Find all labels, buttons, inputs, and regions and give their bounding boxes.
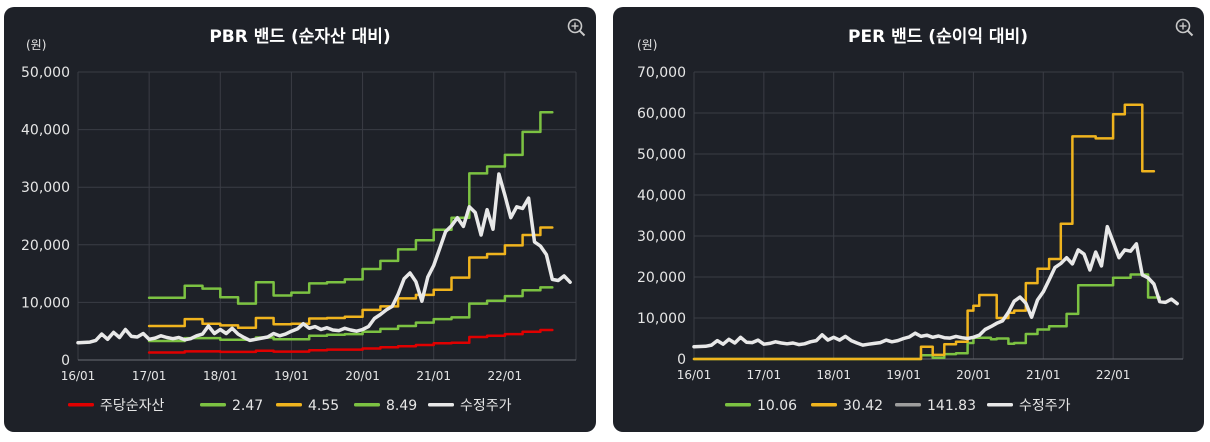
x-tick-label: 21/01 [1026,368,1061,382]
x-tick-label: 16/01 [677,368,712,382]
zoom-in-icon[interactable] [1175,18,1194,37]
x-tick-label: 19/01 [886,368,921,382]
legend-swatch [428,403,454,407]
y-tick-label: 50,000 [637,147,686,163]
legend-swatch [987,403,1013,407]
series-line-4.55 [147,226,554,329]
x-tick-label: 20/01 [345,369,380,383]
x-tick-label: 17/01 [132,369,167,383]
chart-legend: 주당순자산 2.47 4.55 8.49 수정주가 [68,398,512,414]
x-tick-label: 19/01 [274,369,309,383]
legend-label: 2.47 [232,398,263,414]
legend-swatch [276,403,302,407]
chart-legend: 10.06 30.42 141.83 수정주가 [725,398,1071,414]
y-tick-label: 10,000 [21,295,70,311]
legend-label: 수정주가 [460,398,512,414]
x-tick-label: 21/01 [416,369,451,383]
legend-label: 141.83 [927,398,976,414]
x-tick-label: 22/01 [488,369,523,383]
y-unit-label: (원) [26,38,46,52]
x-tick-label: 18/01 [816,368,851,382]
x-tick-label: 22/01 [1096,368,1131,382]
legend-label: 4.55 [308,398,339,414]
y-tick-label: 20,000 [637,270,686,286]
zoom-in-icon[interactable] [567,18,586,37]
plot-area: 0 10,000 20,000 30,000 40,000 50,000 60,000 70,… [637,65,1184,382]
series-line-수정주가 [692,224,1179,349]
y-tick-label: 40,000 [637,188,686,204]
legend-swatch [354,403,380,407]
y-unit-label: (원) [637,38,657,52]
pbr-band-panel: PBR 밴드 (순자산 대비) (원) 0 10,000 20,000 30,000 4… [4,7,596,432]
series-line-30.42 [692,103,1156,361]
chart-title: PER 밴드 (순이익 대비) [848,27,1028,47]
x-tick-label: 20/01 [956,368,991,382]
y-tick-label: 50,000 [21,65,70,81]
legend-swatch [895,403,921,407]
legend-swatch [200,403,226,407]
chart-title: PBR 밴드 (순자산 대비) [209,27,390,47]
legend-swatch [811,403,837,407]
legend-label: 10.06 [757,398,797,414]
y-tick-label: 20,000 [21,238,70,254]
legend-swatch [68,403,94,407]
plot-area: 0 10,000 20,000 30,000 40,000 50,000 16/01 17/0… [21,65,577,383]
series-line-2.47 [147,286,554,343]
series-line-수정주가 [76,172,572,345]
y-tick-label: 60,000 [637,106,686,122]
x-tick-label: 16/01 [61,369,96,383]
per-band-panel: PER 밴드 (순이익 대비) (원) 0 10,000 20,000 30,000 4… [613,7,1204,432]
x-tick-label: 18/01 [203,369,238,383]
y-tick-label: 0 [677,352,686,368]
y-tick-label: 30,000 [637,229,686,245]
legend-label: 주당순자산 [100,398,165,414]
per-band-chart: PER 밴드 (순이익 대비) (원) 0 10,000 20,000 30,000 4… [637,18,1194,414]
series-line-주당순자산 [147,328,554,354]
legend-label: 30.42 [843,398,883,414]
y-tick-label: 10,000 [637,311,686,327]
series-line-8.49 [147,111,554,305]
legend-swatch [725,403,751,407]
y-tick-label: 70,000 [637,65,686,81]
y-tick-label: 0 [61,353,70,369]
y-tick-label: 30,000 [21,180,70,196]
pbr-band-chart: PBR 밴드 (순자산 대비) (원) 0 10,000 20,000 30,000 4… [21,18,586,414]
legend-label: 8.49 [386,398,417,414]
x-tick-label: 17/01 [747,368,782,382]
y-tick-label: 40,000 [21,123,70,139]
series-line-10.06 [692,273,1161,361]
legend-label: 수정주가 [1019,398,1071,414]
